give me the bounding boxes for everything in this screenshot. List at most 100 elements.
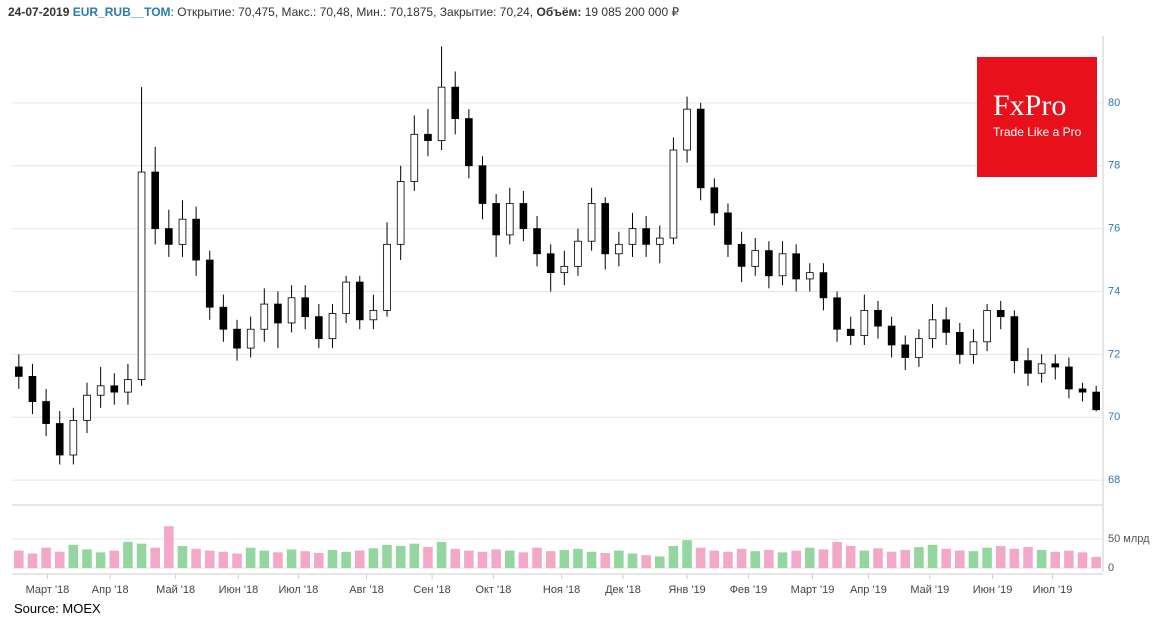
candle-body (178, 218, 187, 245)
candle-body (615, 243, 623, 255)
candle-body (574, 240, 582, 267)
volume-bar (123, 541, 133, 568)
volume-label: Объём: (536, 5, 582, 19)
candle-body (901, 344, 910, 358)
candle-body (274, 303, 282, 324)
volume-bar (177, 545, 188, 568)
volume-bar (395, 545, 406, 568)
volume-bar (300, 551, 310, 568)
candle-body (69, 420, 78, 456)
candle-body (942, 319, 950, 333)
volume-tick-label: 0 (1108, 562, 1114, 574)
volume-bar (995, 545, 1006, 568)
x-tick-label: Апр '19 (850, 584, 887, 596)
ticker: EUR_RUB__TOM (72, 5, 171, 19)
candle-body (792, 253, 800, 280)
volume-bar (791, 550, 801, 568)
volume-bar (95, 552, 106, 568)
x-tick-label: Июл '18 (279, 584, 319, 596)
volume-bar (955, 550, 965, 568)
volume-bar (723, 551, 733, 568)
volume-bar (245, 547, 256, 568)
candle-body (478, 165, 487, 204)
candle-body (219, 306, 228, 330)
candle-body (465, 118, 473, 167)
volume-bar (273, 552, 283, 568)
candle-body (246, 328, 255, 349)
volume-bar (600, 552, 611, 568)
candle-body (260, 303, 269, 330)
x-tick-label: Май '18 (156, 584, 195, 596)
volume-bar (941, 548, 951, 568)
volume-bar (164, 526, 174, 568)
volume-bar (641, 555, 651, 568)
y-tick-label: 70 (1108, 411, 1120, 423)
volume-bar (709, 550, 720, 568)
candle-body (192, 218, 200, 261)
candle-body (383, 243, 391, 311)
volume-bar (191, 548, 201, 568)
candle-body (915, 338, 923, 358)
candle-body (369, 309, 378, 321)
candle-body (1037, 363, 1046, 374)
logo-name: FxPro (993, 89, 1067, 122)
volume-bar (504, 550, 515, 568)
candle-body (451, 86, 460, 119)
logo-slogan: Trade Like a Pro (993, 125, 1082, 139)
volume-bar (545, 551, 556, 568)
x-tick-label: Ноя '18 (543, 584, 580, 596)
candle-body (492, 203, 500, 236)
volume-bar (232, 553, 242, 568)
candle-body (328, 313, 337, 340)
volume-bar (1050, 551, 1061, 568)
candle-body (205, 259, 214, 308)
volume-bar (136, 543, 147, 568)
header: 24-07-2019 EUR_RUB__TOM: Открытие: 70,47… (8, 5, 679, 19)
volume-bar (818, 549, 829, 568)
volume-bar (900, 550, 911, 568)
candle-body (669, 149, 678, 239)
volume-bar (764, 550, 774, 568)
source: Source: MOEX (14, 601, 101, 616)
volume-bar (82, 549, 92, 568)
volume-bar (423, 547, 433, 568)
candle-body (765, 250, 773, 277)
volume-bar (477, 551, 488, 568)
candle-body (1051, 363, 1060, 368)
volume-bar (450, 548, 460, 568)
candle-body (83, 394, 91, 421)
volume-tick-label: 50 млрд (1108, 533, 1150, 545)
logo: FxPro Trade Like a Pro (977, 57, 1097, 177)
x-tick-label: Март '19 (791, 584, 835, 596)
volume-bar (436, 541, 447, 568)
volume-bar (532, 547, 542, 568)
candle-body (737, 243, 746, 267)
candle-body (151, 171, 160, 230)
candle-body (28, 375, 37, 402)
volume-bar (491, 549, 501, 568)
volume-bar (695, 547, 706, 568)
candle-body (983, 309, 991, 343)
candle-body (1024, 360, 1032, 374)
candle-body (15, 366, 23, 377)
candle-body (655, 237, 664, 245)
candle-body (110, 385, 119, 393)
x-tick-label: Июн '19 (973, 584, 1013, 596)
candle-body (805, 272, 814, 280)
y-tick-label: 72 (1108, 348, 1120, 360)
candle-body (396, 181, 405, 245)
candle-body (355, 281, 364, 321)
volume-bar (204, 550, 215, 568)
volume-bar (614, 550, 624, 568)
x-tick-label: Авг '18 (349, 584, 384, 596)
volume-bar (368, 548, 379, 568)
volume-bar (586, 551, 597, 568)
candle-body (137, 171, 146, 380)
candle-body (233, 328, 241, 349)
volume-bar (668, 545, 679, 568)
candle-body (342, 281, 350, 314)
volume-bar (1023, 547, 1033, 568)
candle-body (505, 203, 514, 236)
volume-bar (109, 550, 120, 568)
